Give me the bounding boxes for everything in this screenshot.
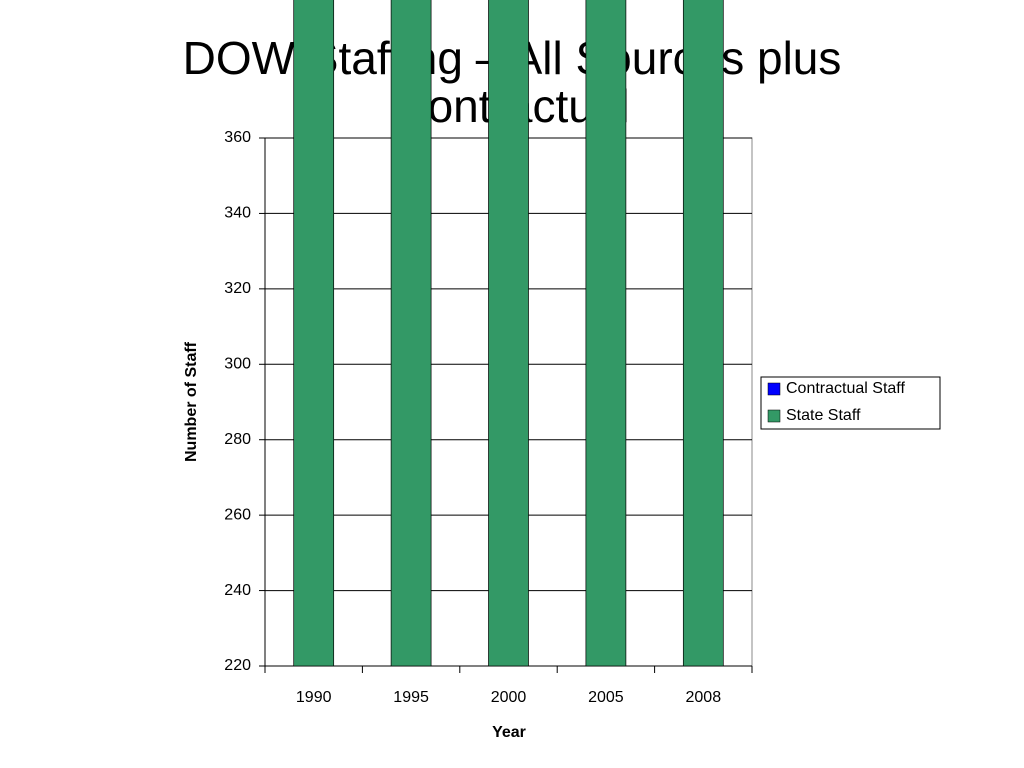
x-tick-label: 2005 bbox=[588, 689, 624, 706]
y-tick-label: 340 bbox=[224, 205, 251, 222]
x-tick-label: 2000 bbox=[491, 689, 527, 706]
bar-segment bbox=[488, 0, 529, 667]
legend-swatch bbox=[767, 382, 781, 396]
y-tick-label: 260 bbox=[224, 506, 251, 523]
y-tick-label: 280 bbox=[224, 431, 251, 448]
y-tick-label: 300 bbox=[224, 356, 251, 373]
y-tick-label: 360 bbox=[224, 129, 251, 146]
legend-label: State Staff bbox=[786, 407, 861, 424]
x-axis-label: Year bbox=[492, 724, 526, 741]
bar-segment bbox=[293, 0, 335, 667]
y-tick-label: 220 bbox=[224, 657, 251, 674]
x-tick-label: 1995 bbox=[393, 689, 429, 706]
bar-segment bbox=[390, 0, 432, 667]
legend bbox=[760, 376, 941, 430]
legend-swatch bbox=[767, 409, 781, 423]
bar-segment bbox=[682, 0, 724, 667]
y-tick-label: 240 bbox=[224, 582, 251, 599]
y-axis-label: Number of Staff bbox=[183, 341, 200, 462]
x-tick-label: 1990 bbox=[296, 689, 332, 706]
bar-segment bbox=[585, 0, 627, 667]
legend-label: Contractual Staff bbox=[786, 380, 905, 397]
x-tick-label: 2008 bbox=[686, 689, 722, 706]
y-tick-label: 320 bbox=[224, 280, 251, 297]
